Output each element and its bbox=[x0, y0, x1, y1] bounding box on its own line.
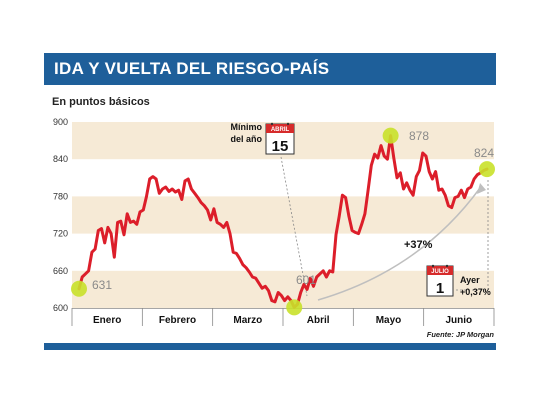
x-tick-label: Junio bbox=[445, 315, 472, 326]
x-tick-label: Marzo bbox=[233, 315, 262, 326]
series-line bbox=[77, 134, 489, 309]
title-bar: IDA Y VUELTA DEL RIESGO-PAÍS bbox=[44, 53, 496, 85]
highlight-marker bbox=[286, 299, 303, 316]
min-calendar-month: ABRIL bbox=[271, 127, 290, 133]
min-note-line1: Mínimo bbox=[231, 122, 263, 132]
min-note-line2: del año bbox=[230, 134, 262, 144]
x-tick-label: Abril bbox=[307, 315, 330, 326]
background-band bbox=[72, 270, 494, 308]
yesterday-calendar-icon: JULIO 1 bbox=[426, 264, 454, 297]
yesterday-note-line1: Ayer bbox=[460, 275, 480, 285]
yesterday-note-line2: +0,37% bbox=[460, 287, 491, 297]
min-calendar-icon: ABRIL 15 bbox=[265, 122, 295, 155]
source-note: Fuente: JP Morgan bbox=[426, 330, 494, 339]
growth-arrow bbox=[317, 187, 481, 301]
chart-title: IDA Y VUELTA DEL RIESGO-PAÍS bbox=[54, 59, 330, 78]
min-leader-line bbox=[280, 156, 308, 297]
yesterday-calendar-day: 1 bbox=[436, 280, 444, 297]
y-tick-label: 840 bbox=[53, 154, 68, 164]
change-percent-label: +37% bbox=[404, 239, 433, 251]
highlight-marker bbox=[382, 127, 399, 144]
max-value-label: 878 bbox=[409, 129, 429, 143]
y-tick-label: 600 bbox=[53, 303, 68, 313]
x-tick-label: Febrero bbox=[159, 315, 196, 326]
y-tick-label: 660 bbox=[53, 266, 68, 276]
highlight-marker bbox=[479, 161, 495, 178]
end-value-label: 824 bbox=[474, 146, 494, 160]
growth-arrowhead bbox=[477, 183, 486, 194]
background-band bbox=[72, 196, 494, 234]
y-tick-label: 900 bbox=[53, 117, 68, 127]
min-value-label: 601 bbox=[296, 273, 316, 287]
footer-bar bbox=[44, 343, 496, 350]
yesterday-leader-line bbox=[456, 178, 489, 291]
highlight-marker bbox=[71, 280, 87, 297]
x-tick-label: Mayo bbox=[376, 315, 402, 326]
min-calendar-day: 15 bbox=[272, 138, 289, 155]
y-tick-label: 780 bbox=[53, 191, 68, 201]
x-tick-label: Enero bbox=[93, 315, 121, 326]
y-tick-label: 720 bbox=[53, 229, 68, 239]
yesterday-calendar-month: JULIO bbox=[431, 269, 449, 275]
chart-subtitle: En puntos básicos bbox=[52, 96, 150, 108]
start-value-label: 631 bbox=[92, 278, 112, 292]
